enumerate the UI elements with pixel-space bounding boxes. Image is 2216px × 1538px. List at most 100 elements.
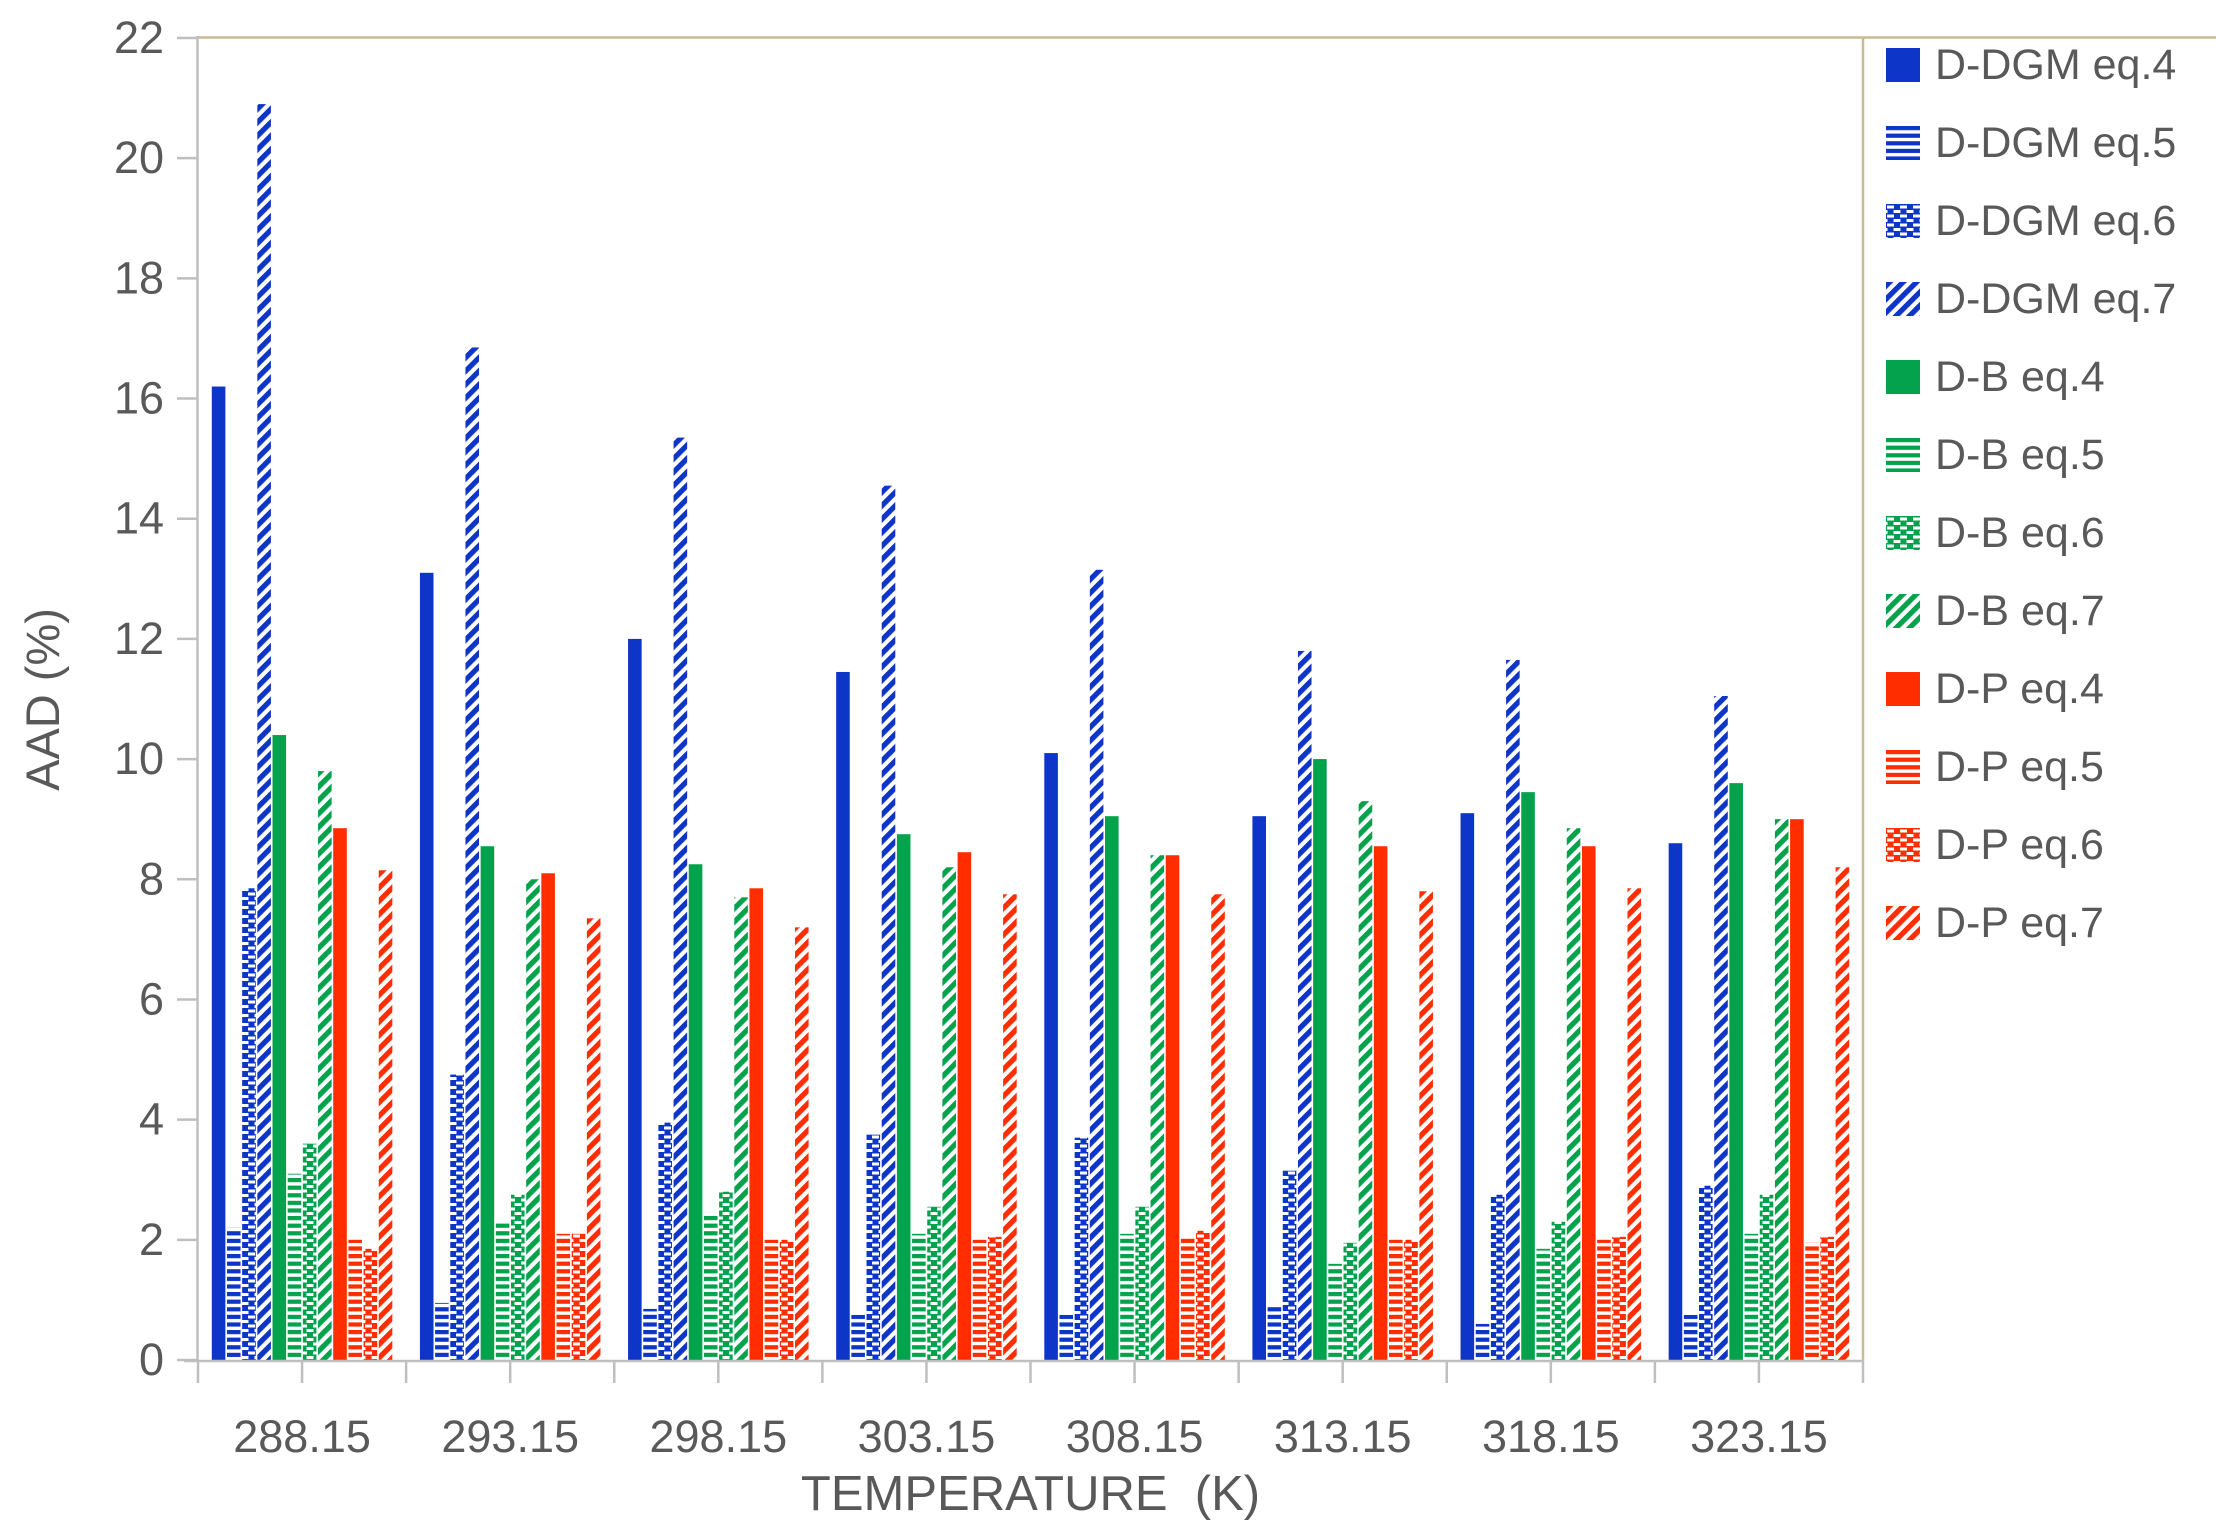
bar-d-dgm-eq-4-288.15 (211, 386, 226, 1360)
bar-d-b-eq-7-293.15 (526, 879, 540, 1360)
legend-swatch-bricks-red (1886, 828, 1920, 862)
bar-d-dgm-eq-5-308.15 (1059, 1314, 1074, 1360)
bar-d-dgm-eq-5-298.15 (643, 1308, 657, 1360)
legend-label: D-B eq.7 (1935, 586, 2105, 635)
bar-d-dgm-eq-6-308.15 (1074, 1137, 1089, 1360)
bar-d-p-eq-6-318.15 (1612, 1236, 1626, 1360)
bar-d-dgm-eq-7-303.15 (881, 485, 896, 1360)
bar-d-p-eq-6-308.15 (1196, 1230, 1210, 1360)
x-tick-label: 308.15 (1066, 1411, 1204, 1462)
legend-label: D-P eq.4 (1935, 664, 2104, 713)
bar-d-dgm-eq-4-293.15 (419, 572, 434, 1360)
legend-swatch-solid-red (1886, 672, 1920, 706)
bar-d-b-eq-6-298.15 (719, 1191, 733, 1360)
y-tick-label: 20 (114, 132, 164, 183)
legend-label: D-B eq.5 (1935, 430, 2105, 479)
bar-d-dgm-eq-6-323.15 (1699, 1185, 1713, 1360)
legend-item-d-b-eq7: D-B eq.7 (1886, 587, 2176, 635)
legend: D-DGM eq.4 D-DGM eq.5 D-DGM eq.6 D-DGM e… (1886, 41, 2177, 947)
bar-d-b-eq-4-323.15 (1729, 783, 1743, 1360)
bars-group (211, 104, 1850, 1361)
legend-label: D-P eq.5 (1935, 742, 2104, 791)
bar-d-dgm-eq-6-288.15 (242, 888, 256, 1360)
bar-d-b-eq-5-323.15 (1744, 1233, 1759, 1360)
y-tick-label: 0 (139, 1334, 164, 1385)
legend-label: D-DGM eq.4 (1935, 40, 2177, 89)
bar-d-p-eq-6-323.15 (1820, 1236, 1835, 1360)
bar-d-b-eq-6-308.15 (1135, 1206, 1149, 1360)
bar-d-dgm-eq-7-298.15 (673, 437, 688, 1361)
bar-d-dgm-eq-4-303.15 (836, 671, 850, 1360)
legend-item-d-p-eq4: D-P eq.4 (1886, 665, 2176, 713)
bar-d-dgm-eq-7-323.15 (1714, 696, 1728, 1360)
bar-d-p-eq-6-303.15 (987, 1236, 1002, 1360)
bar-d-dgm-eq-7-313.15 (1297, 650, 1312, 1360)
bar-d-b-eq-5-298.15 (703, 1212, 718, 1360)
bar-d-p-eq-7-298.15 (795, 927, 809, 1360)
bar-d-p-eq-4-318.15 (1581, 846, 1596, 1360)
legend-item-d-b-eq6: D-B eq.6 (1886, 509, 2176, 557)
bar-d-p-eq-7-288.15 (378, 870, 393, 1360)
legend-item-d-dgm-eq5: D-DGM eq.5 (1886, 119, 2176, 167)
legend-swatch-hlines-green (1886, 438, 1920, 472)
y-axis-title: AAD (%) (15, 607, 69, 791)
bar-d-b-eq-7-298.15 (734, 897, 748, 1360)
legend-swatch-hlines-red (1886, 750, 1920, 784)
bar-d-b-eq-4-288.15 (272, 735, 287, 1360)
chart-border (198, 36, 2216, 1360)
bar-d-b-eq-7-313.15 (1358, 801, 1373, 1360)
bar-d-b-eq-4-298.15 (688, 864, 703, 1360)
legend-swatch-bricks-blue (1886, 204, 1920, 238)
bar-d-b-eq-5-303.15 (912, 1233, 926, 1360)
bar-d-dgm-eq-6-293.15 (450, 1074, 464, 1360)
legend-label: D-B eq.6 (1935, 508, 2105, 557)
x-tick-label: 313.15 (1274, 1411, 1412, 1462)
bar-d-p-eq-6-288.15 (363, 1248, 378, 1360)
legend-swatch-solid-green (1886, 360, 1920, 394)
legend-item-d-dgm-eq6: D-DGM eq.6 (1886, 197, 2176, 245)
legend-item-d-p-eq5: D-P eq.5 (1886, 743, 2176, 791)
legend-label: D-DGM eq.6 (1935, 196, 2177, 245)
bar-d-p-eq-5-298.15 (764, 1239, 779, 1360)
x-tick-label: 318.15 (1482, 1411, 1620, 1462)
bar-d-p-eq-4-288.15 (333, 828, 347, 1360)
bar-d-p-eq-7-308.15 (1211, 894, 1225, 1360)
y-tick-label: 14 (114, 493, 164, 544)
bar-d-dgm-eq-4-298.15 (628, 638, 642, 1360)
y-tick-label: 6 (139, 973, 164, 1024)
bar-d-b-eq-7-323.15 (1774, 819, 1789, 1360)
bar-d-b-eq-4-308.15 (1105, 816, 1119, 1360)
legend-swatch-diag-red (1886, 906, 1920, 940)
bar-d-p-eq-4-298.15 (749, 888, 764, 1360)
bar-d-b-eq-5-318.15 (1536, 1248, 1551, 1360)
bar-d-b-eq-6-293.15 (510, 1194, 525, 1360)
bar-d-dgm-eq-6-313.15 (1282, 1170, 1297, 1360)
legend-label: D-DGM eq.7 (1935, 274, 2177, 323)
bar-d-dgm-eq-5-288.15 (226, 1227, 241, 1360)
legend-label: D-P eq.6 (1935, 820, 2104, 869)
bar-d-b-eq-6-288.15 (302, 1143, 317, 1360)
bar-d-dgm-eq-6-298.15 (658, 1122, 672, 1360)
bar-d-p-eq-5-318.15 (1597, 1239, 1611, 1360)
bar-d-dgm-eq-7-318.15 (1506, 659, 1520, 1360)
y-tick-label: 22 (114, 12, 164, 63)
bar-d-dgm-eq-5-303.15 (851, 1314, 865, 1360)
legend-swatch-hlines-blue (1886, 126, 1920, 160)
bar-d-dgm-eq-4-323.15 (1668, 843, 1683, 1360)
x-tick-label: 298.15 (649, 1411, 787, 1462)
legend-swatch-bricks-green (1886, 516, 1920, 550)
bar-d-p-eq-5-293.15 (556, 1233, 571, 1360)
bar-d-dgm-eq-7-288.15 (257, 104, 271, 1361)
y-tick-label: 8 (139, 853, 164, 904)
bar-d-b-eq-4-293.15 (480, 846, 495, 1360)
legend-swatch-diag-blue (1886, 282, 1920, 316)
bar-d-b-eq-7-318.15 (1566, 828, 1581, 1360)
bar-d-p-eq-7-323.15 (1835, 867, 1850, 1360)
bar-d-dgm-eq-4-318.15 (1460, 813, 1475, 1360)
legend-item-d-b-eq5: D-B eq.5 (1886, 431, 2176, 479)
y-tick-label: 2 (139, 1214, 164, 1265)
bar-d-b-eq-6-318.15 (1551, 1221, 1566, 1360)
bar-d-b-eq-4-313.15 (1313, 759, 1327, 1360)
